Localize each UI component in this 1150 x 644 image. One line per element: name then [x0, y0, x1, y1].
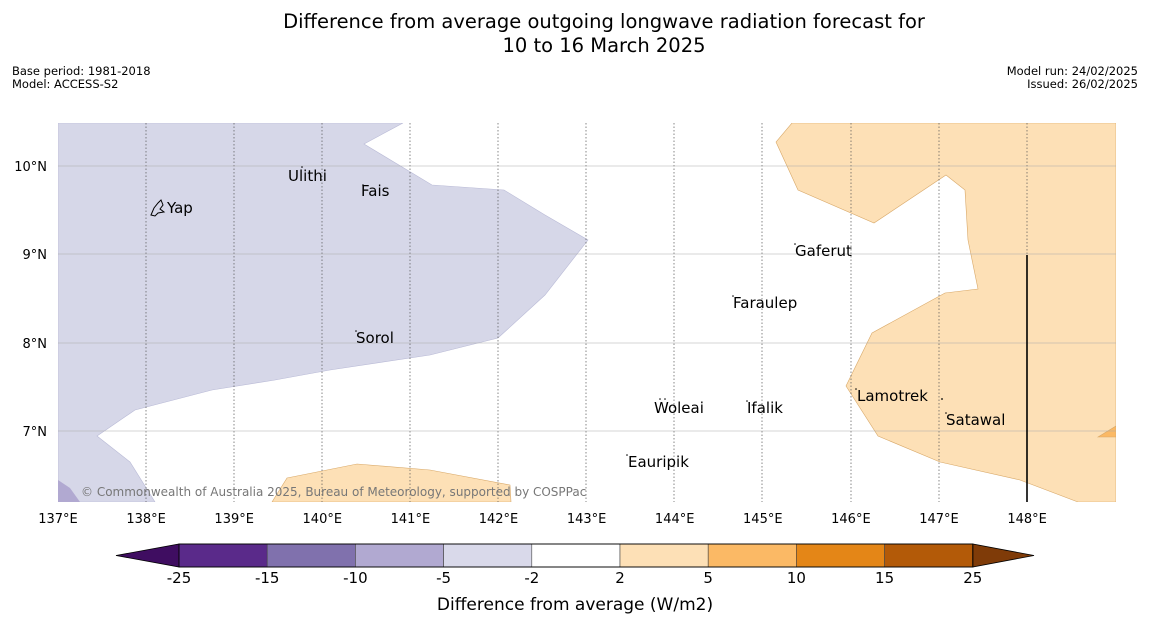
island-dot [746, 400, 748, 402]
place-label-gaferut: Gaferut [795, 242, 852, 260]
copyright-text: © Commonwealth of Australia 2025, Bureau… [81, 485, 586, 499]
title-line-2: 10 to 16 March 2025 [502, 34, 706, 57]
colorbar-segment [355, 543, 444, 568]
longitude-tick: 137°E [38, 512, 78, 527]
colorbar-tick: 2 [615, 569, 625, 587]
longitude-tick: 148°E [1007, 512, 1047, 527]
latitude-tick: 7°N [23, 425, 48, 440]
colorbar-segment [619, 543, 709, 568]
positive-anomaly-core [1096, 425, 1116, 438]
latitude-tick: 8°N [23, 337, 48, 352]
colorbar-segment [178, 543, 268, 568]
island-dot [362, 184, 364, 186]
colorbar-tick: 5 [703, 569, 713, 587]
place-label-fais: Fais [361, 182, 390, 200]
island-dot [855, 388, 857, 390]
colorbar-segment [266, 543, 356, 568]
island-dot [626, 454, 628, 456]
negative-anomaly-region [58, 123, 589, 502]
longitude-tick: 145°E [743, 512, 783, 527]
island-dot [355, 330, 357, 332]
base-period-text: Base period: 1981-2018 [12, 64, 151, 78]
place-label-ulithi: Ulithi [288, 167, 327, 185]
colorbar-min-extend [115, 543, 180, 568]
longitude-tick: 141°E [391, 512, 431, 527]
longitude-tick: 146°E [831, 512, 871, 527]
place-label-satawal: Satawal [946, 411, 1005, 429]
colorbar-max-extend [972, 543, 1035, 568]
colorbar-outline [178, 543, 974, 568]
colorbar-tick-labels: -25 -15 -10 -5 -2 2 5 10 15 25 [167, 569, 983, 587]
colorbar-tick: 10 [787, 569, 806, 587]
island-dot [794, 243, 796, 245]
longitude-tick-labels: 137°E 138°E 139°E 140°E 141°E 142°E 143°E 144°E… [38, 512, 1047, 527]
longitude-tick: 144°E [655, 512, 695, 527]
colorbar-tick: 25 [963, 569, 982, 587]
longitude-tick: 140°E [303, 512, 343, 527]
issued-text: Issued: 26/02/2025 [1027, 77, 1138, 91]
colorbar-label: Difference from average (W/m2) [437, 595, 713, 615]
colorbar-segment [531, 543, 621, 568]
colorbar [115, 543, 1035, 568]
longitude-tick: 139°E [214, 512, 254, 527]
colorbar-segment [884, 543, 974, 568]
colorbar-tick: -25 [167, 569, 192, 587]
positive-anomaly-region-south [271, 463, 512, 502]
latitude-tick-labels: 10°N 9°N 8°N 7°N [14, 160, 47, 440]
positive-anomaly-region-east [775, 123, 1116, 502]
negative-anomaly-core [58, 480, 80, 502]
island-dot [301, 166, 303, 168]
longitude-tick: 142°E [479, 512, 519, 527]
latitude-tick: 10°N [14, 160, 47, 175]
place-label-faraulep: Faraulep [733, 294, 797, 312]
model-run-text: Model run: 24/02/2025 [1006, 64, 1138, 78]
colorbar-tick: -2 [524, 569, 539, 587]
colorbar-segment [707, 543, 797, 568]
island-dot [945, 412, 947, 414]
model-text: Model: ACCESS-S2 [12, 77, 119, 91]
island-dot [659, 398, 661, 400]
yap-island-outline [150, 199, 166, 217]
island-markers [301, 166, 947, 456]
title-line-1: Difference from average outgoing longwav… [283, 10, 925, 33]
latitude-tick: 9°N [23, 248, 48, 263]
anomaly-shading [58, 123, 1116, 502]
longitude-tick: 143°E [567, 512, 607, 527]
place-label-woleai: Woleai [654, 399, 704, 417]
colorbar-tick: -10 [343, 569, 368, 587]
colorbar-tick: -15 [255, 569, 280, 587]
place-label-lamotrek: Lamotrek [857, 387, 928, 405]
colorbar-tick: 15 [875, 569, 894, 587]
colorbar-tick: -5 [436, 569, 451, 587]
place-label-eauripik: Eauripik [628, 453, 689, 471]
colorbar-segment [443, 543, 533, 568]
place-label-ifalik: Ifalik [747, 399, 783, 417]
meta-left: Base period: 1981-2018 Model: ACCESS-S2 [12, 65, 151, 91]
chart-title: Difference from average outgoing longwav… [0, 10, 1150, 58]
longitude-tick: 147°E [919, 512, 959, 527]
island-dot [664, 398, 666, 400]
grid-lines [58, 123, 1116, 502]
island-dot [732, 295, 734, 297]
colorbar-segment [796, 543, 885, 568]
place-label-sorol: Sorol [356, 329, 394, 347]
longitude-tick: 138°E [126, 512, 166, 527]
place-labels: Yap Ulithi Fais Gaferut Faraulep Sorol L… [166, 167, 1005, 471]
island-dot [941, 398, 943, 400]
meta-right: Model run: 24/02/2025 Issued: 26/02/2025 [1007, 65, 1138, 91]
place-label-yap: Yap [166, 199, 193, 217]
